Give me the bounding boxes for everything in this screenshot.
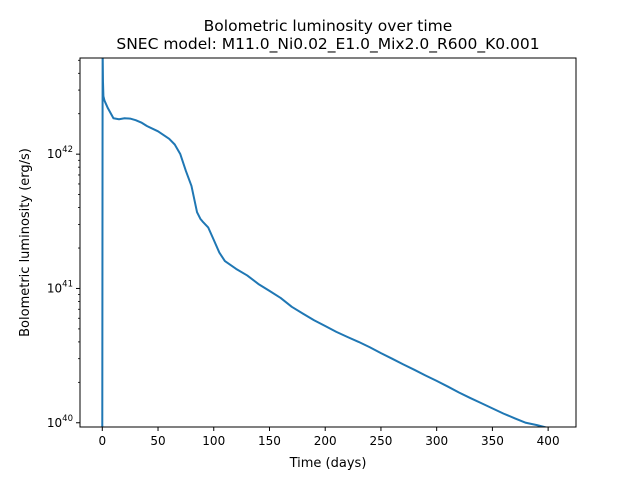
luminosity-series-line — [101, 58, 549, 427]
x-tick-label: 50 — [150, 434, 165, 448]
y-tick-label: 1041 — [47, 279, 73, 295]
plot-frame — [79, 57, 577, 428]
x-tick-label: 250 — [369, 434, 392, 448]
x-tick-label: 0 — [98, 434, 106, 448]
chart-subtitle: SNEC model: M11.0_Ni0.02_E1.0_Mix2.0_R60… — [116, 35, 539, 54]
x-tick-label: 400 — [537, 434, 560, 448]
y-axis: 1040 1041 1042 — [47, 59, 80, 430]
x-tick-label: 350 — [481, 434, 504, 448]
x-tick-label: 100 — [202, 434, 225, 448]
chart-title: Bolometric luminosity over time — [204, 17, 453, 35]
y-tick-label: 1040 — [47, 414, 73, 430]
x-axis-label: Time (days) — [289, 456, 367, 471]
plot-area — [101, 58, 549, 427]
x-tick-label: 200 — [314, 434, 337, 448]
y-axis-label: Bolometric luminosity (erg/s) — [18, 148, 33, 337]
x-tick-label: 150 — [258, 434, 281, 448]
x-axis: 0 50 100 150 200 250 300 350 400 — [98, 427, 560, 448]
x-tick-label: 300 — [425, 434, 448, 448]
y-tick-label: 1042 — [47, 145, 73, 161]
